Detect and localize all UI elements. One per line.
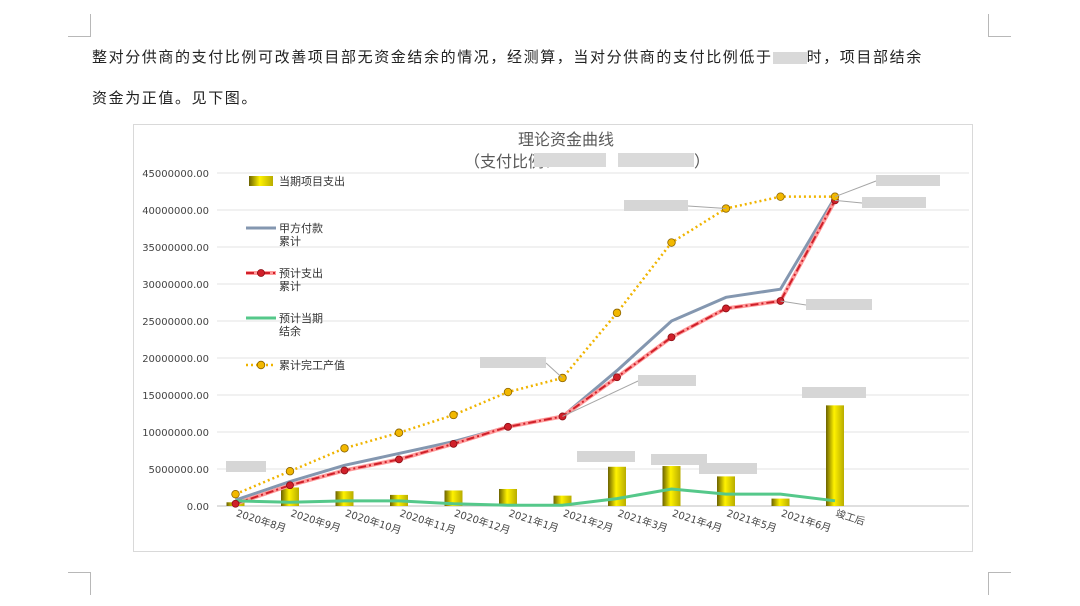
legend-label: 当期项目支出 bbox=[279, 174, 345, 188]
series-point bbox=[285, 467, 295, 476]
y-tick-label: 0.00 bbox=[187, 502, 209, 513]
redacted-data-label bbox=[480, 357, 546, 368]
y-tick-label: 45000000.00 bbox=[142, 169, 209, 180]
bar-current-expense bbox=[826, 405, 844, 506]
page-corner-mark bbox=[68, 572, 91, 595]
series-point bbox=[340, 444, 349, 453]
bar-current-expense bbox=[662, 466, 681, 506]
data-label-leader bbox=[687, 205, 727, 210]
series-point bbox=[613, 373, 621, 382]
redacted-data-label bbox=[862, 197, 926, 208]
redacted-data-label bbox=[876, 175, 940, 186]
paragraph-text: 资金为正值。见下图。 bbox=[92, 89, 259, 107]
bar-current-expense bbox=[771, 498, 790, 506]
y-tick-label: 5000000.00 bbox=[149, 465, 209, 476]
x-tick-label: 2020年10月 bbox=[344, 506, 403, 536]
x-tick-label: 2021年1月 bbox=[507, 506, 560, 534]
chart-container: 0.00 5000000.00 10000000.00 15000000.00 2000… bbox=[133, 124, 973, 552]
y-tick-label: 30000000.00 bbox=[142, 280, 209, 291]
x-tick-label: 2020年8月 bbox=[235, 506, 288, 534]
x-tick-label: 2020年12月 bbox=[453, 506, 512, 536]
redacted-data-label bbox=[651, 454, 707, 465]
x-tick-label: 2021年4月 bbox=[671, 506, 724, 534]
series-point bbox=[667, 238, 676, 247]
series-point bbox=[395, 455, 403, 464]
x-tick-label: 2020年11月 bbox=[398, 506, 457, 536]
bar-current-expense bbox=[335, 491, 354, 506]
bar-current-expense bbox=[553, 495, 572, 506]
y-tick-label: 40000000.00 bbox=[142, 206, 209, 217]
bar-current-expense bbox=[499, 488, 517, 506]
legend-label: 预计支出累计 bbox=[279, 266, 323, 293]
y-tick-label: 15000000.00 bbox=[142, 391, 209, 402]
redacted-value bbox=[772, 51, 807, 64]
data-label-leader bbox=[834, 199, 863, 204]
series-point bbox=[449, 410, 458, 420]
legend-label: 预计当期结余 bbox=[279, 311, 323, 338]
series-point bbox=[776, 192, 785, 201]
data-label-leader bbox=[545, 362, 563, 379]
series-point bbox=[394, 428, 404, 437]
x-tick-label: 竣工后 bbox=[834, 506, 867, 528]
redacted-subtitle bbox=[534, 153, 606, 167]
redacted-data-label bbox=[806, 299, 872, 310]
y-tick-label: 20000000.00 bbox=[142, 354, 209, 365]
series-point bbox=[340, 466, 349, 475]
redacted-data-label bbox=[638, 375, 696, 386]
data-label-leader bbox=[834, 180, 877, 198]
paragraph-text-end: 时，项目部结余 bbox=[806, 48, 923, 66]
legend-marker bbox=[256, 360, 266, 370]
series-line bbox=[235, 487, 836, 507]
redacted-data-label bbox=[577, 451, 635, 462]
series-point bbox=[231, 499, 240, 508]
series-line-halo bbox=[234, 199, 837, 506]
series-point bbox=[504, 422, 512, 431]
x-tick-label: 2021年6月 bbox=[780, 506, 833, 534]
data-label-leader bbox=[780, 300, 807, 306]
series-point bbox=[503, 387, 513, 397]
redacted-subtitle bbox=[618, 153, 694, 167]
paragraph-line-2: 资金为正值。见下图。 bbox=[92, 87, 258, 108]
y-tick-label: 10000000.00 bbox=[142, 428, 209, 439]
chart-subtitle-suffix: ） bbox=[694, 152, 710, 171]
redacted-data-label bbox=[699, 463, 757, 474]
series-point bbox=[286, 481, 294, 490]
series-point bbox=[231, 489, 240, 499]
paragraph-text: 整对分供商的支付比例可改善项目部无资金结余的情况，经测算，当对分供商的支付比例低… bbox=[92, 48, 773, 66]
paragraph-line-1: 整对分供商的支付比例可改善项目部无资金结余的情况，经测算，当对分供商的支付比例低… bbox=[92, 46, 923, 67]
series-line bbox=[235, 195, 835, 496]
series-point bbox=[722, 304, 730, 313]
redacted-data-label bbox=[226, 461, 266, 472]
x-tick-label: 2021年2月 bbox=[562, 506, 615, 534]
data-label-leader bbox=[562, 380, 639, 417]
x-tick-label: 2020年9月 bbox=[289, 506, 342, 534]
redacted-data-label bbox=[802, 387, 866, 398]
y-tick-label: 35000000.00 bbox=[142, 243, 209, 254]
x-tick-label: 2021年5月 bbox=[725, 506, 778, 534]
y-tick-label: 25000000.00 bbox=[142, 317, 209, 328]
x-tick-label: 2021年3月 bbox=[616, 506, 669, 534]
funds-curve-chart: 0.00 5000000.00 10000000.00 15000000.00 2000… bbox=[142, 130, 969, 537]
series-point bbox=[667, 333, 676, 342]
series-line bbox=[235, 199, 836, 505]
series-point bbox=[612, 308, 622, 318]
legend-marker bbox=[257, 269, 265, 277]
redacted-data-label bbox=[624, 200, 688, 211]
page-corner-mark bbox=[988, 14, 1011, 37]
legend-swatch bbox=[249, 176, 273, 186]
page-corner-mark bbox=[68, 14, 91, 37]
bar-current-expense bbox=[717, 476, 735, 506]
series-point bbox=[449, 439, 458, 448]
legend-label: 甲方付款累计 bbox=[279, 221, 323, 248]
page-corner-mark bbox=[988, 572, 1011, 595]
bar-current-expense bbox=[608, 466, 626, 506]
chart-title: 理论资金曲线 bbox=[518, 130, 614, 149]
legend-label: 累计完工产值 bbox=[279, 358, 345, 372]
series-line bbox=[235, 196, 837, 502]
